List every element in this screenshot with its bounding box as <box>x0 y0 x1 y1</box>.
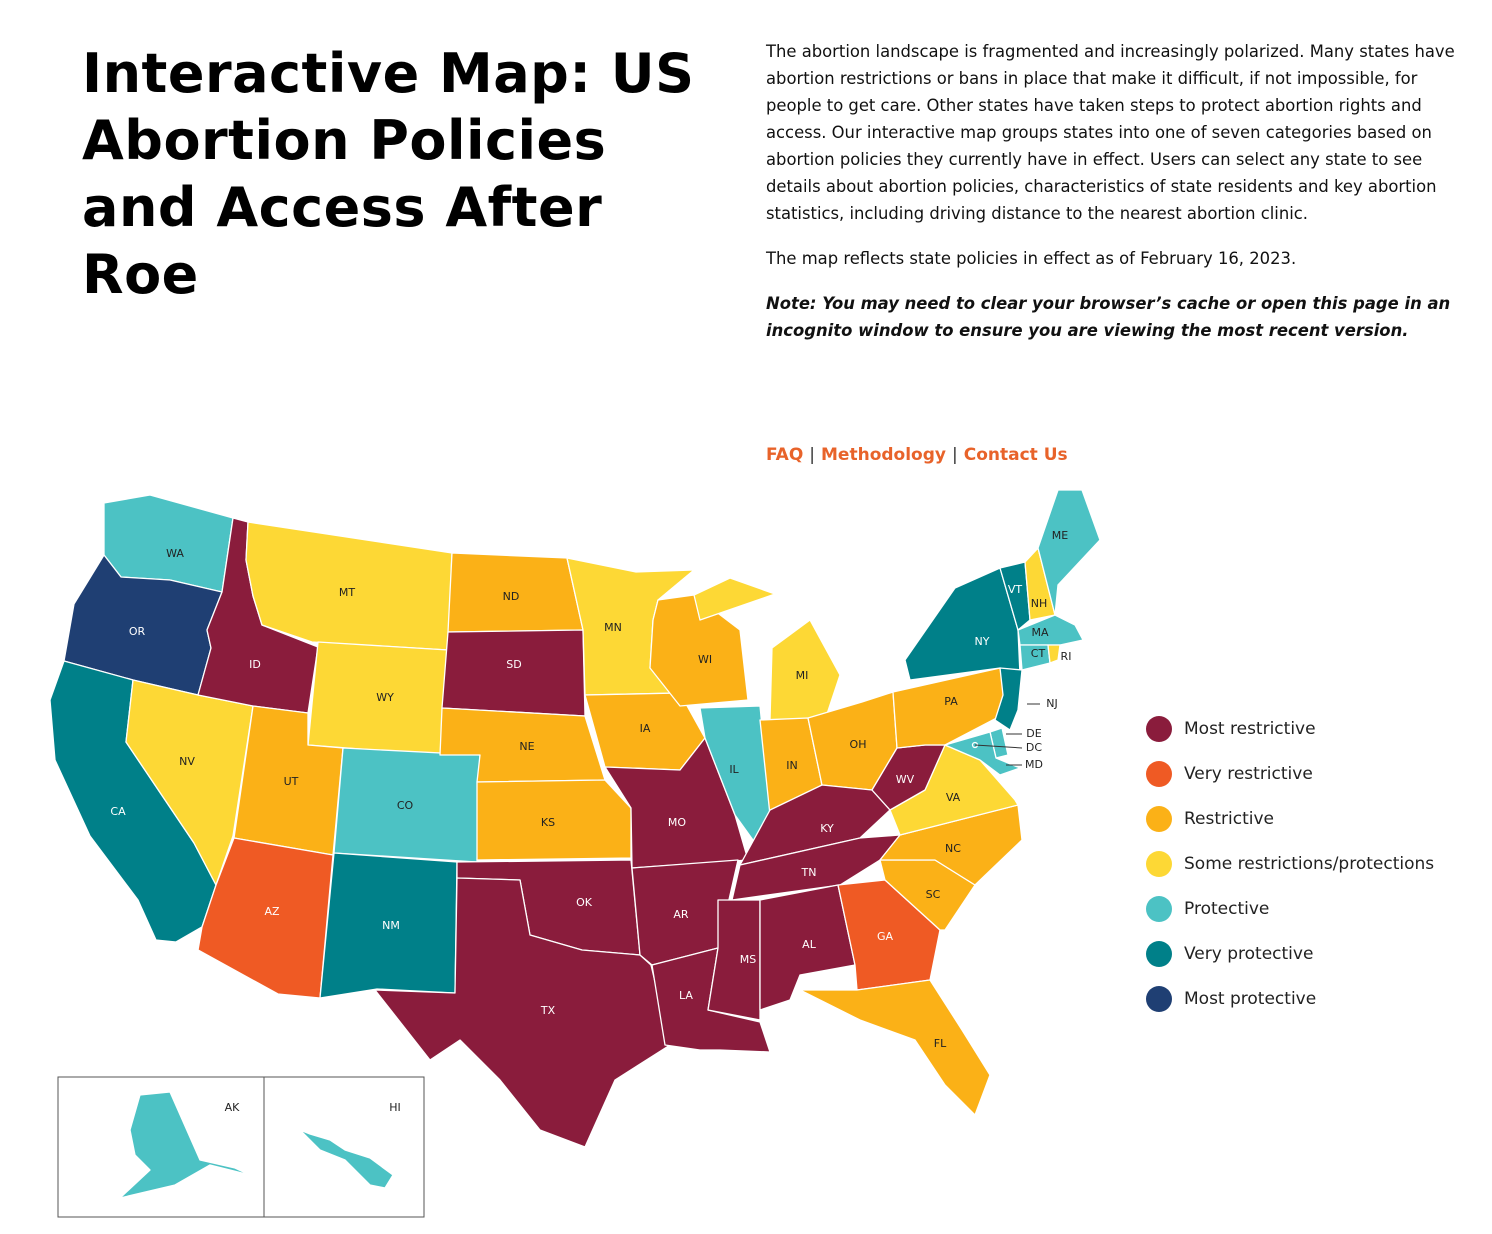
legend-item-very-restrictive[interactable]: Very restrictive <box>1146 751 1434 796</box>
legend-label: Most protective <box>1184 988 1317 1009</box>
state-mi[interactable] <box>769 619 841 721</box>
legend-item-protective[interactable]: Protective <box>1146 886 1434 931</box>
us-map: WAORCANVIDMTWYUTAZCONMNDSDNEKSOKTXMNIAMO… <box>49 489 1101 1218</box>
state-ms[interactable] <box>707 899 761 1021</box>
state-hi[interactable] <box>299 1129 394 1189</box>
legend-label: Most restrictive <box>1184 718 1316 739</box>
state-tx[interactable] <box>374 877 671 1148</box>
legend-item-restrictive[interactable]: Restrictive <box>1146 796 1434 841</box>
page-title: Interactive Map: US Abortion Policies an… <box>82 42 695 306</box>
state-ct[interactable] <box>1019 644 1051 671</box>
state-ny[interactable] <box>904 567 1021 681</box>
legend-label: Some restrictions/protections <box>1184 853 1435 874</box>
link-separator: | <box>951 445 958 465</box>
state-ak[interactable] <box>119 1091 251 1199</box>
state-ks[interactable] <box>476 779 632 861</box>
legend-swatch <box>1146 940 1172 967</box>
label-leader-lines <box>974 703 1040 766</box>
legend-item-very-protective[interactable]: Very protective <box>1146 931 1434 976</box>
state-md[interactable] <box>944 731 1021 776</box>
cache-note: Note: You may need to clear your browser… <box>766 294 1451 340</box>
state-mo[interactable] <box>604 737 749 869</box>
hawaii-inset-frame <box>263 1076 425 1218</box>
state-sd[interactable] <box>441 629 586 717</box>
methodology-link[interactable]: Methodology <box>821 445 946 465</box>
state-fl[interactable] <box>799 979 991 1116</box>
effective-date-text: The map reflects state policies in effec… <box>766 249 1297 268</box>
state-mi[interactable] <box>693 577 776 621</box>
legend-swatch <box>1146 985 1172 1012</box>
legend-swatch <box>1146 850 1172 877</box>
state-nm[interactable] <box>319 852 458 999</box>
inset-frames <box>57 1076 425 1218</box>
resource-links: FAQ | Methodology | Contact Us <box>766 442 1068 468</box>
states-layer <box>49 489 1101 1199</box>
legend-swatch <box>1146 895 1172 922</box>
state-label-dc: DC <box>1026 741 1042 754</box>
state-label-ak: AK <box>225 1101 241 1114</box>
state-label-nj: NJ <box>1046 697 1057 710</box>
contact-us-link[interactable]: Contact Us <box>963 445 1068 465</box>
state-nd[interactable] <box>447 552 584 633</box>
legend-item-most-restrictive[interactable]: Most restrictive <box>1146 706 1434 751</box>
state-label-hi: HI <box>389 1101 401 1114</box>
state-nj[interactable] <box>994 667 1023 731</box>
state-label-ri: RI <box>1061 650 1072 663</box>
legend-item-some-restrictions-protections[interactable]: Some restrictions/protections <box>1146 841 1434 886</box>
legend-label: Protective <box>1184 898 1270 919</box>
legend-swatch <box>1146 760 1172 787</box>
intro-paragraph: The abortion landscape is fragmented and… <box>766 42 1455 223</box>
state-label-md: MD <box>1025 758 1043 771</box>
leader-line <box>974 744 1023 749</box>
link-separator: | <box>809 445 816 465</box>
state-label-de: DE <box>1026 727 1041 740</box>
state-ri[interactable] <box>1047 644 1061 664</box>
legend-swatch <box>1146 715 1172 742</box>
legend-label: Very protective <box>1184 943 1314 964</box>
intro-text: The abortion landscape is fragmented and… <box>766 38 1466 362</box>
state-co[interactable] <box>333 747 481 863</box>
legend-label: Restrictive <box>1184 808 1274 829</box>
faq-link[interactable]: FAQ <box>766 445 804 465</box>
legend-swatch <box>1146 805 1172 832</box>
legend-item-most-protective[interactable]: Most protective <box>1146 976 1434 1021</box>
legend: Most restrictive Very restrictive Restri… <box>1146 706 1434 1021</box>
state-az[interactable] <box>197 837 334 999</box>
legend-label: Very restrictive <box>1184 763 1313 784</box>
state-wy[interactable] <box>307 641 449 756</box>
